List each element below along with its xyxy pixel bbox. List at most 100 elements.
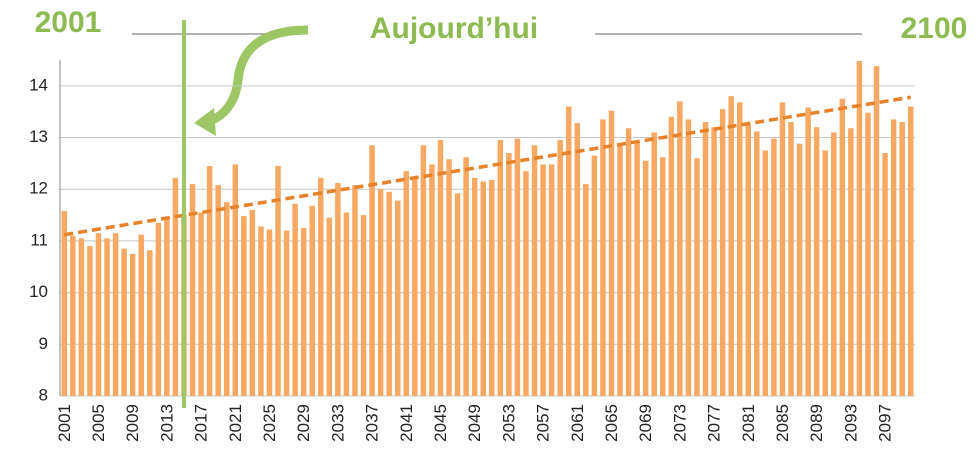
y-tick-label: 8 bbox=[39, 385, 48, 404]
x-tick-label: 2053 bbox=[499, 404, 518, 442]
bar bbox=[523, 171, 529, 396]
y-tick-label: 9 bbox=[39, 334, 48, 353]
x-tick-label: 2049 bbox=[465, 404, 484, 442]
bar bbox=[129, 253, 136, 396]
bar bbox=[822, 150, 828, 396]
bar bbox=[668, 116, 675, 396]
bar bbox=[206, 165, 213, 396]
bar bbox=[574, 123, 581, 397]
bar bbox=[907, 106, 914, 397]
bar bbox=[873, 66, 880, 397]
bar bbox=[420, 145, 427, 396]
y-tick-label: 10 bbox=[29, 282, 48, 301]
bar bbox=[660, 157, 666, 396]
bar bbox=[300, 228, 307, 396]
bar bbox=[104, 238, 110, 396]
bar bbox=[403, 171, 410, 396]
bar bbox=[215, 185, 221, 396]
arrow-head bbox=[194, 108, 216, 136]
bar bbox=[283, 230, 290, 396]
annotation: 2001 bbox=[35, 6, 102, 39]
x-tick-label: 2029 bbox=[294, 404, 313, 442]
bar bbox=[454, 193, 461, 396]
x-tick-label: 2081 bbox=[739, 404, 758, 442]
bar bbox=[831, 132, 837, 396]
bar bbox=[514, 138, 521, 396]
bar bbox=[771, 138, 777, 396]
bar bbox=[677, 101, 683, 396]
bar bbox=[258, 226, 264, 396]
bar bbox=[745, 124, 752, 396]
x-tick-label: 2093 bbox=[841, 404, 860, 442]
x-tick-label: 2017 bbox=[192, 404, 211, 442]
bar bbox=[856, 61, 863, 397]
bar bbox=[232, 164, 239, 396]
bar bbox=[557, 140, 563, 396]
x-tick-label: 2013 bbox=[157, 404, 176, 442]
y-tick-label: 11 bbox=[30, 230, 48, 249]
bar bbox=[121, 248, 127, 396]
bar bbox=[241, 216, 247, 396]
bar bbox=[839, 98, 846, 397]
bar bbox=[437, 140, 444, 396]
bar bbox=[275, 165, 281, 396]
bar bbox=[249, 209, 256, 396]
bar bbox=[882, 153, 888, 396]
x-tick-label: 2009 bbox=[123, 404, 142, 442]
bar bbox=[412, 178, 418, 396]
x-tick-label: 2025 bbox=[260, 404, 279, 442]
bar bbox=[138, 234, 144, 396]
bar bbox=[292, 203, 298, 396]
bar bbox=[189, 184, 196, 396]
bar bbox=[112, 233, 119, 396]
bar bbox=[548, 164, 555, 396]
bar bbox=[805, 107, 811, 397]
bar bbox=[634, 142, 640, 396]
bar bbox=[352, 185, 358, 396]
bar bbox=[95, 233, 102, 396]
bar bbox=[266, 229, 273, 396]
x-tick-label: 2069 bbox=[636, 404, 655, 442]
bar bbox=[386, 191, 392, 396]
annotation: Aujourd’hui bbox=[370, 12, 538, 45]
annotation: 2100 bbox=[901, 12, 968, 45]
bar bbox=[309, 205, 315, 396]
bar bbox=[61, 210, 68, 396]
bar bbox=[600, 119, 606, 396]
bar bbox=[719, 109, 726, 396]
bar bbox=[890, 119, 897, 396]
bar bbox=[848, 128, 854, 397]
x-tick-label: 2073 bbox=[670, 404, 689, 442]
x-tick-label: 2001 bbox=[55, 404, 74, 442]
bar bbox=[506, 153, 512, 396]
bar bbox=[78, 238, 85, 396]
y-tick-label: 13 bbox=[29, 127, 48, 146]
bar bbox=[480, 181, 486, 396]
bar bbox=[617, 145, 623, 396]
bar bbox=[651, 132, 657, 396]
bar bbox=[702, 122, 709, 397]
bar bbox=[736, 102, 743, 396]
bar bbox=[471, 177, 478, 396]
x-tick-label: 2021 bbox=[226, 404, 245, 442]
bar bbox=[70, 235, 76, 396]
x-tick-label: 2085 bbox=[773, 404, 792, 442]
bar bbox=[360, 215, 367, 396]
bar bbox=[899, 122, 905, 397]
y-tick-label: 12 bbox=[29, 179, 48, 198]
x-tick-label: 2089 bbox=[807, 404, 826, 442]
x-tick-label: 2097 bbox=[876, 404, 895, 442]
bar bbox=[865, 112, 871, 397]
x-tick-label: 2061 bbox=[568, 404, 587, 442]
bar bbox=[377, 189, 384, 396]
bar bbox=[642, 160, 649, 396]
bar bbox=[335, 183, 341, 396]
bar bbox=[172, 177, 179, 396]
arrow bbox=[203, 25, 309, 127]
bar bbox=[565, 106, 572, 397]
bar bbox=[463, 157, 469, 396]
bar bbox=[343, 212, 350, 396]
bar bbox=[591, 155, 598, 396]
bar bbox=[164, 217, 170, 396]
